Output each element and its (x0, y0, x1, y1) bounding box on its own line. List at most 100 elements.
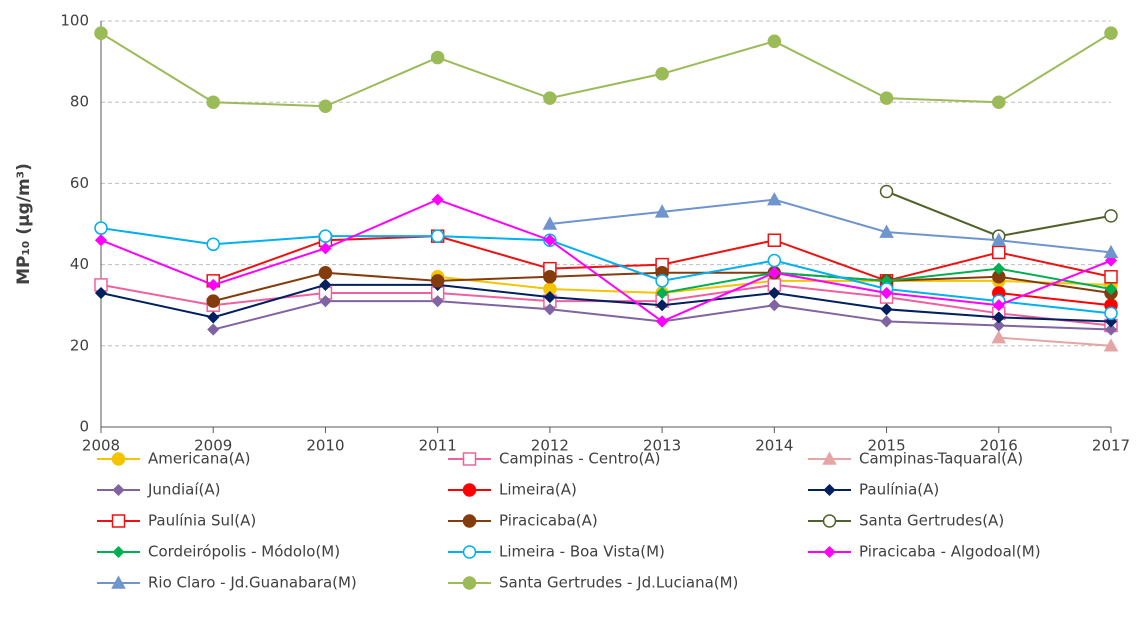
marker (823, 483, 836, 497)
marker (992, 245, 1006, 260)
marker (991, 330, 1007, 344)
marker (767, 253, 782, 268)
legend-label: Campinas-Taquaral(A) (859, 450, 1023, 468)
marker (656, 315, 669, 328)
marker (823, 545, 836, 559)
x-tick-label: 2009 (194, 437, 232, 455)
marker (94, 26, 108, 40)
legend-label: Limeira(A) (499, 481, 577, 499)
x-tick-label: 2012 (531, 437, 569, 455)
marker (318, 265, 333, 280)
marker (206, 294, 220, 308)
legend-item: Limeira(A) (448, 481, 577, 499)
legend-item: Santa Gertrudes(A) (808, 512, 1004, 530)
legend-item: Rio Claro - Jd.Guanabara(M) (97, 574, 357, 592)
marker (543, 303, 556, 316)
marker (462, 514, 477, 528)
x-tick-label: 2010 (306, 437, 344, 455)
legend-label: Piracicaba - Algodoal(M) (859, 543, 1041, 561)
marker (430, 229, 445, 243)
legend-item: Campinas - Centro(A) (448, 450, 661, 468)
marker (112, 483, 125, 497)
legend-item: Americana(A) (97, 450, 251, 468)
legend-item: Limeira - Boa Vista(M) (448, 543, 665, 561)
marker (768, 299, 781, 312)
marker (318, 229, 333, 243)
y-tick-label: 20 (70, 336, 89, 354)
marker (992, 95, 1006, 109)
marker (462, 576, 477, 590)
marker (543, 270, 557, 284)
marker (431, 295, 444, 308)
legend-label: Jundiaí(A) (147, 481, 220, 499)
x-tick-label: 2008 (82, 437, 120, 455)
marker (767, 233, 782, 247)
x-tick-label: 2013 (643, 437, 681, 455)
marker (1104, 209, 1118, 223)
marker (992, 311, 1005, 324)
marker (94, 234, 108, 247)
marker (1103, 244, 1119, 259)
marker (111, 575, 126, 589)
marker (992, 262, 1005, 275)
marker (822, 451, 837, 465)
legend-item: Paulínia Sul(A) (97, 512, 256, 530)
marker (206, 237, 220, 252)
marker (431, 193, 444, 206)
legend-label: Paulínia Sul(A) (148, 512, 256, 530)
legend-label: Campinas - Centro(A) (499, 450, 661, 468)
marker (319, 242, 332, 255)
y-axis-label: MP₁₀ (µg/m³) (14, 163, 34, 285)
x-tick-label: 2014 (755, 437, 793, 455)
marker (206, 95, 220, 109)
series (94, 278, 1118, 328)
marker (880, 286, 893, 300)
series-line (998, 292, 1112, 307)
legend-label: Americana(A) (148, 450, 251, 468)
marker (655, 67, 669, 81)
series (542, 192, 1119, 259)
marker (1104, 270, 1118, 284)
y-tick-label: 60 (70, 174, 89, 192)
marker (655, 274, 669, 288)
marker (94, 221, 108, 235)
marker (543, 91, 557, 105)
marker (880, 303, 893, 316)
marker (207, 278, 220, 291)
marker (1104, 306, 1118, 321)
series (94, 26, 1118, 114)
marker (768, 266, 781, 279)
legend-label: Limeira - Boa Vista(M) (499, 543, 665, 561)
marker (767, 192, 782, 206)
y-tick-label: 40 (70, 255, 89, 273)
marker (880, 315, 893, 328)
marker (207, 323, 220, 336)
x-tick-label: 2015 (867, 437, 905, 455)
marker (112, 545, 125, 559)
marker (656, 299, 669, 312)
legend-item: Campinas-Taquaral(A) (808, 450, 1023, 468)
marker (430, 274, 445, 288)
legend-label: Santa Gertrudes(A) (859, 512, 1004, 530)
legend-item: Santa Gertrudes - Jd.Luciana(M) (448, 574, 738, 592)
series (94, 221, 1118, 321)
x-tick-label: 2011 (419, 437, 457, 455)
x-tick-label: 2017 (1092, 437, 1130, 455)
marker (1104, 323, 1118, 336)
marker (207, 311, 220, 324)
legend-item: Cordeirópolis - Módolo(M) (97, 543, 340, 561)
y-tick-label: 100 (60, 12, 89, 30)
marker (462, 545, 477, 559)
marker (879, 184, 894, 199)
legend-item: Piracicaba - Algodoal(M) (808, 543, 1041, 561)
marker (992, 299, 1005, 312)
marker (319, 295, 332, 308)
marker (1103, 338, 1119, 352)
marker (430, 50, 445, 65)
legend-item: Paulínia(A) (808, 481, 939, 499)
series-line (998, 336, 1112, 347)
marker (992, 319, 1005, 332)
series-line (100, 227, 1112, 315)
legend-label: Paulínia(A) (859, 481, 939, 499)
